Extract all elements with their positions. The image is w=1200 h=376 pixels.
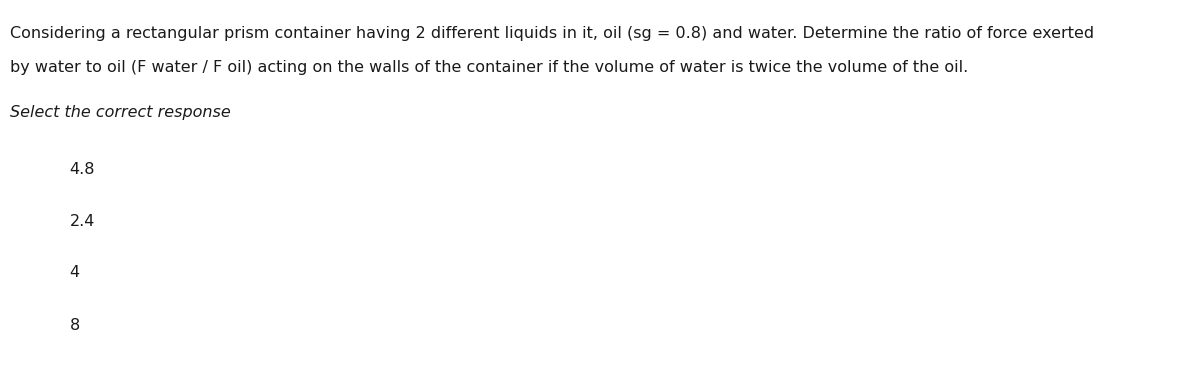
Text: by water to oil (F water / F oil) acting on the walls of the container if the vo: by water to oil (F water / F oil) acting… (10, 60, 968, 75)
Text: Considering a rectangular prism container having 2 different liquids in it, oil : Considering a rectangular prism containe… (10, 26, 1093, 41)
Text: 4.8: 4.8 (70, 162, 95, 177)
Text: Select the correct response: Select the correct response (10, 105, 230, 120)
Text: 8: 8 (70, 318, 80, 333)
Text: 4: 4 (70, 265, 79, 280)
Text: 2.4: 2.4 (70, 214, 95, 229)
